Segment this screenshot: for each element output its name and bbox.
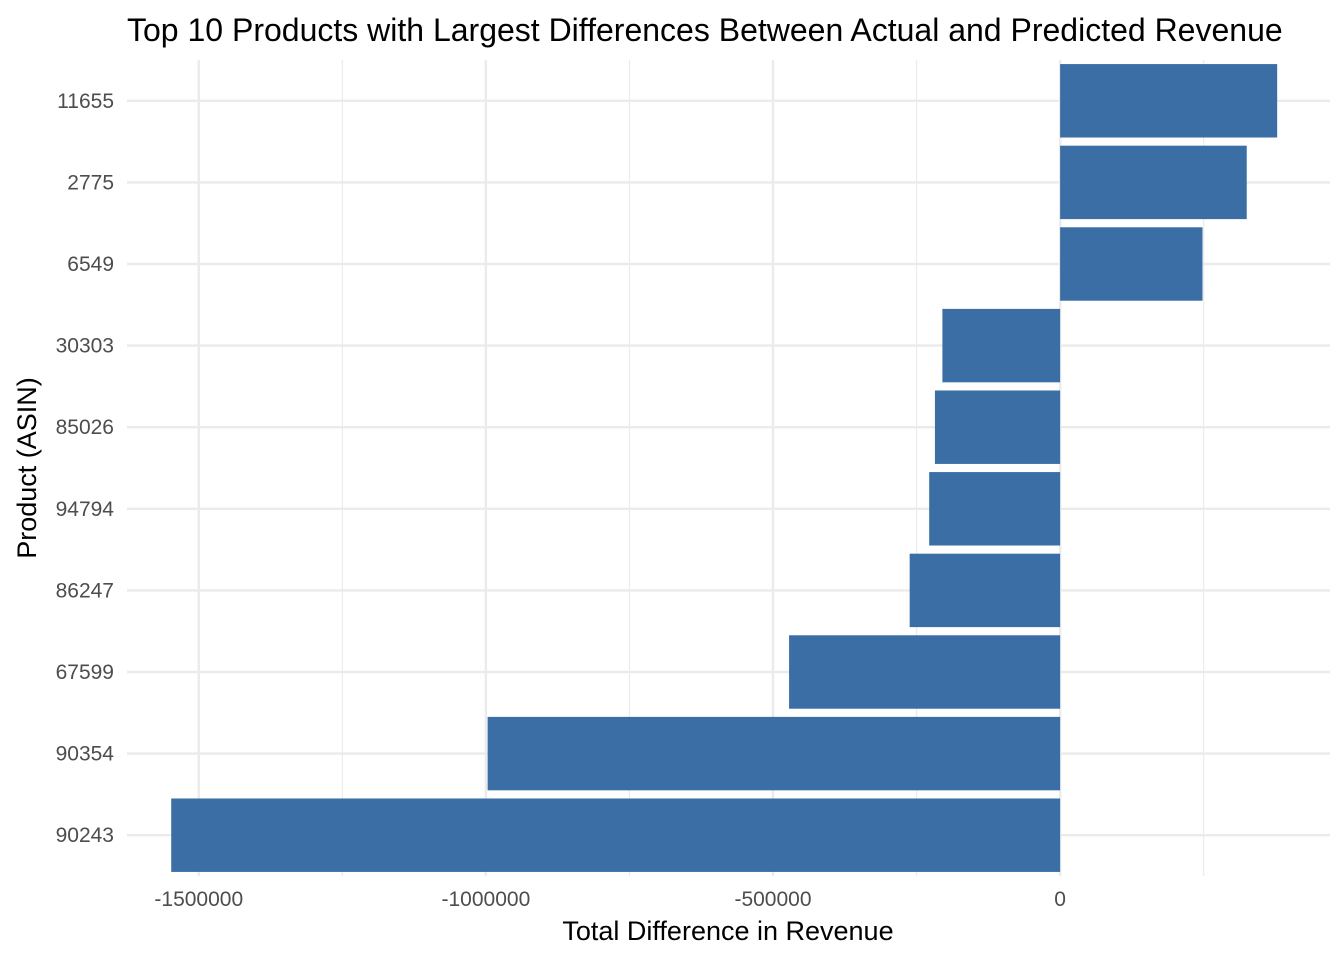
x-tick-labels: -1500000 -1000000 -500000 0 — [154, 888, 1066, 911]
bar-2775 — [1060, 145, 1247, 220]
y-tick-labels: 11655 2775 6549 30303 85026 94794 86247 67599 90… — [56, 90, 115, 847]
y-tick-label: 94794 — [56, 498, 115, 521]
x-tick-label: 0 — [1054, 888, 1066, 911]
y-tick-label: 90243 — [56, 824, 114, 847]
x-tick-label: -1500000 — [154, 888, 243, 911]
y-tick-label: 6549 — [67, 253, 114, 276]
bar-86247 — [909, 553, 1061, 628]
bars — [171, 64, 1278, 872]
x-axis-title: Total Difference in Revenue — [562, 916, 893, 946]
bar-6549 — [1060, 227, 1203, 301]
bar-94794 — [929, 472, 1061, 546]
y-tick-label: 86247 — [56, 579, 114, 602]
y-axis-title: Product (ASIN) — [12, 377, 42, 559]
x-tick-label: -500000 — [734, 888, 811, 911]
y-tick-label: 11655 — [57, 90, 114, 113]
y-tick-label: 2775 — [67, 171, 114, 194]
chart-title: Top 10 Products with Largest Differences… — [127, 12, 1283, 48]
bar-67599 — [789, 635, 1061, 709]
bar-30303 — [942, 308, 1061, 383]
y-tick-label: 30303 — [56, 335, 114, 358]
y-tick-label: 90354 — [56, 743, 115, 766]
bar-90243 — [171, 798, 1061, 872]
bar-85026 — [934, 390, 1061, 464]
bar-90354 — [487, 716, 1061, 791]
y-tick-label: 67599 — [56, 661, 114, 684]
y-tick-label: 85026 — [56, 416, 114, 439]
bar-11655 — [1060, 64, 1278, 138]
x-tick-label: -1000000 — [442, 888, 531, 911]
